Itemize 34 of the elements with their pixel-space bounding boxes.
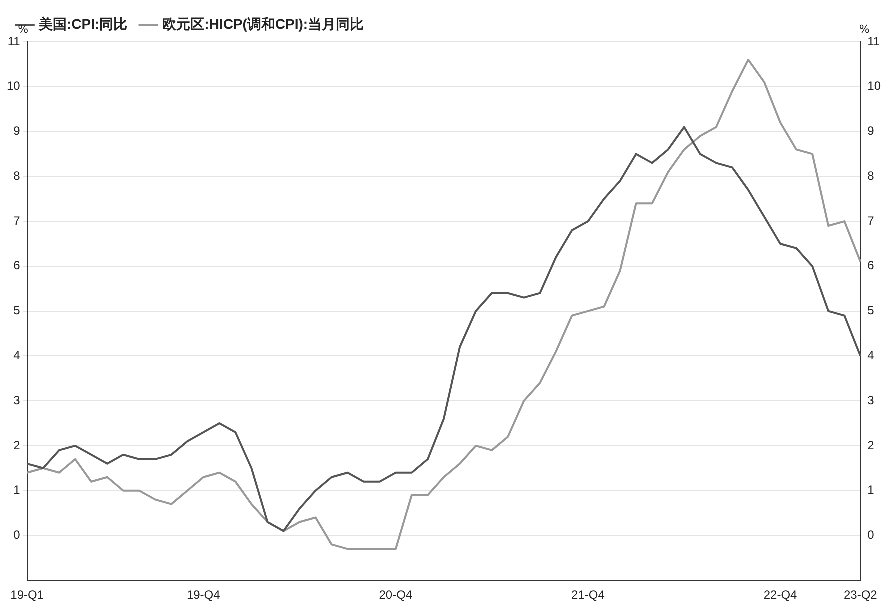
x-tick-label: 19-Q4	[186, 588, 221, 602]
y2-tick-label: 0	[868, 528, 875, 542]
y-tick-label: 8	[14, 168, 21, 183]
y-axis-title: %	[18, 22, 29, 36]
y2-tick-label: 8	[868, 168, 875, 183]
y2-tick-label: 2	[868, 438, 875, 452]
y-tick-label: 7	[14, 214, 21, 228]
legend-label: 欧元区:HICP(调和CPI):当月同比	[162, 16, 364, 32]
y-tick-label: 3	[14, 393, 21, 408]
y-tick-label: 9	[14, 124, 21, 138]
y2-tick-label: 3	[868, 393, 875, 408]
y-tick-label: 6	[14, 258, 21, 273]
y-tick-label: 11	[8, 34, 21, 48]
y2-axis-title: %	[859, 22, 870, 36]
y2-tick-label: 4	[868, 348, 875, 362]
y-tick-label: 4	[14, 348, 21, 362]
y-tick-label: 5	[14, 304, 21, 318]
y-tick-label: 2	[14, 438, 21, 452]
y2-tick-label: 9	[868, 124, 875, 138]
y2-tick-label: 11	[868, 34, 880, 48]
y2-tick-label: 7	[868, 214, 875, 228]
x-tick-label: 22-Q4	[764, 588, 798, 602]
y-tick-label: 10	[6, 79, 21, 94]
x-tick-label: 23-Q2	[844, 588, 878, 602]
y2-tick-label: 5	[868, 304, 875, 318]
y2-tick-label: 1	[868, 483, 875, 498]
legend-label: 美国:CPI:同比	[38, 16, 128, 32]
x-tick-label: 20-Q4	[379, 588, 413, 602]
y2-tick-label: 10	[868, 79, 882, 94]
y2-tick-label: 6	[868, 258, 875, 273]
y-tick-label: 1	[14, 483, 21, 498]
y-tick-label: 0	[14, 528, 21, 542]
x-tick-label: 21-Q4	[572, 588, 606, 602]
x-tick-label: 19-Q1	[10, 588, 44, 602]
